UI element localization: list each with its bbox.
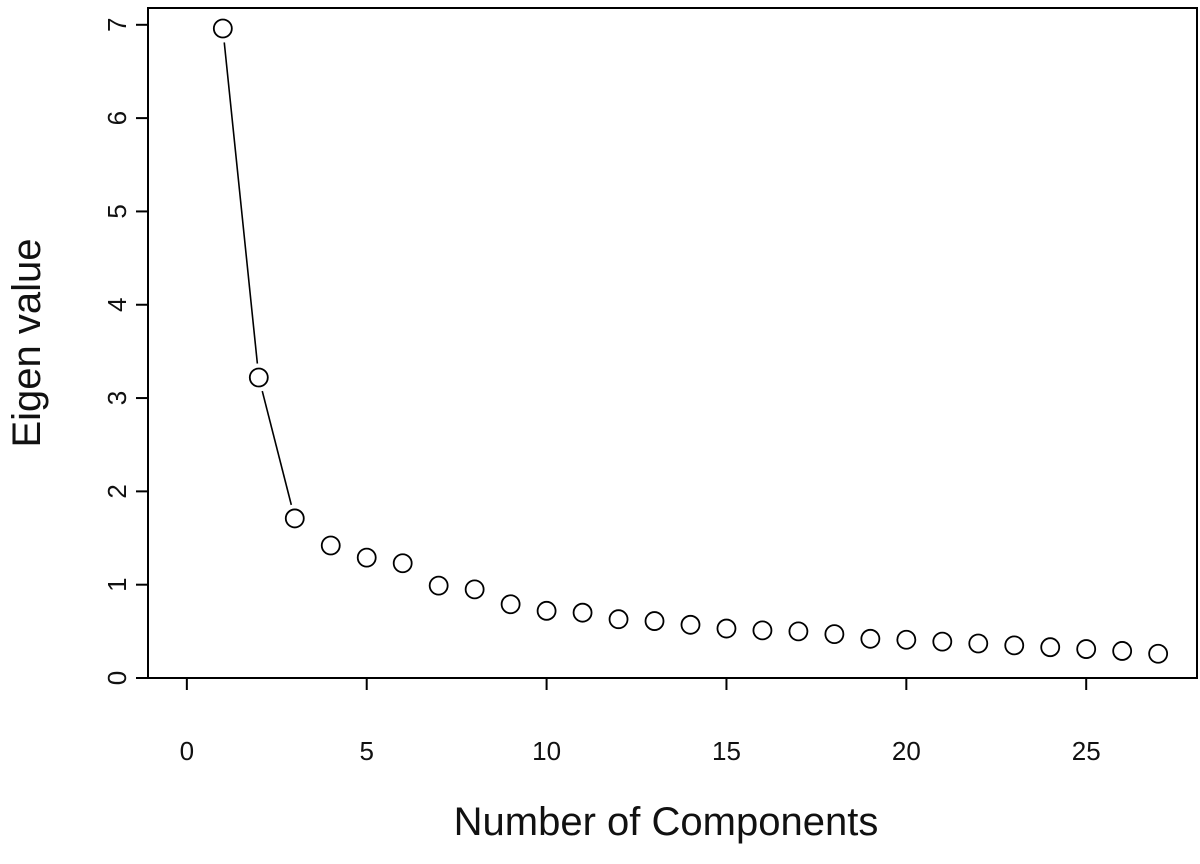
x-tick-label: 25 <box>1072 736 1101 766</box>
x-tick-label: 0 <box>180 736 194 766</box>
connector <box>223 42 259 364</box>
point <box>428 575 449 596</box>
point <box>1076 639 1097 659</box>
point <box>536 600 557 621</box>
point <box>968 633 989 654</box>
point <box>644 611 665 631</box>
point <box>1004 635 1025 656</box>
y-tick-label: 4 <box>102 298 132 312</box>
point <box>212 18 233 39</box>
point <box>320 535 341 556</box>
x-tick-label: 20 <box>892 736 921 766</box>
plot-box <box>147 7 1198 679</box>
y-axis-title: Eigen value <box>5 238 49 447</box>
point <box>860 628 881 649</box>
point <box>716 618 737 639</box>
y-tick-label: 7 <box>102 18 132 32</box>
point <box>572 602 593 623</box>
point <box>752 620 773 641</box>
point <box>248 367 269 388</box>
point <box>1040 637 1061 658</box>
point <box>932 631 953 652</box>
point <box>680 614 701 635</box>
point <box>392 553 413 574</box>
point <box>608 609 629 630</box>
point <box>500 594 521 615</box>
x-axis-title: Number of Components <box>454 800 879 844</box>
point <box>788 621 809 642</box>
y-tick-label: 5 <box>102 204 132 218</box>
y-tick-label: 6 <box>102 111 132 125</box>
y-tick-label: 1 <box>102 577 132 591</box>
point <box>356 547 377 568</box>
y-tick-label: 2 <box>102 484 132 498</box>
point <box>464 579 485 600</box>
x-tick-label: 15 <box>712 736 741 766</box>
point <box>1112 641 1133 661</box>
connector <box>261 390 293 506</box>
x-tick-label: 10 <box>532 736 561 766</box>
point <box>824 624 845 645</box>
point <box>284 508 305 529</box>
point <box>1148 643 1169 664</box>
point <box>896 629 917 650</box>
x-tick-label: 5 <box>359 736 373 766</box>
y-tick-label: 3 <box>102 391 132 405</box>
y-tick-label: 0 <box>102 671 132 685</box>
